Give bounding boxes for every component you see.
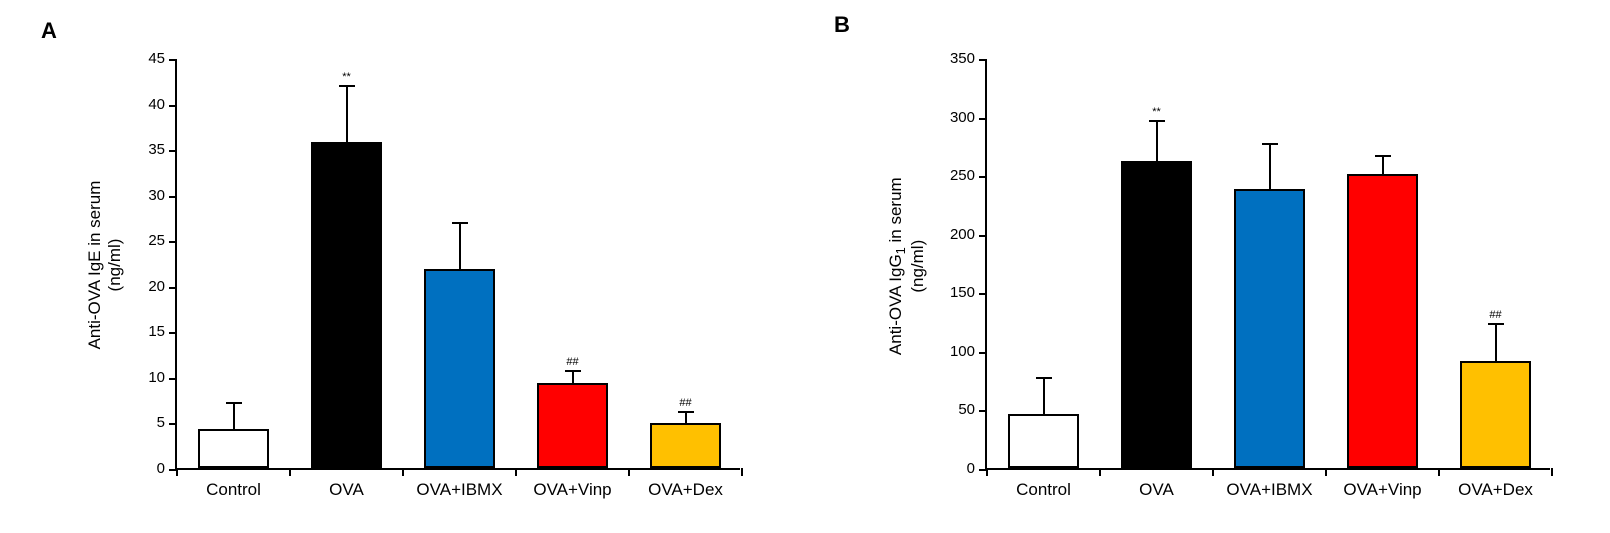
- figure: A 051015202530354045ControlOVAOVA+IBMXOV…: [0, 0, 1610, 533]
- error-bar: [1156, 121, 1158, 161]
- significance-annotation: ##: [1489, 309, 1501, 321]
- category-label: Control: [1016, 480, 1071, 500]
- error-bar: [1043, 378, 1045, 414]
- bar: [1347, 174, 1417, 468]
- panel-b-ylabel-line2: (ng/ml): [908, 116, 928, 416]
- bar: [1121, 161, 1191, 468]
- y-tick-label: 0: [967, 460, 975, 477]
- bar: [1460, 361, 1530, 468]
- category-label: OVA+Vinp: [1343, 480, 1421, 500]
- bar: [1008, 414, 1078, 468]
- error-bar: [1495, 324, 1497, 361]
- panel-b: 0 50 100 150 200 250 300 350 Control OVA OVA+IBMX O…: [0, 0, 1610, 533]
- y-tick-label: 250: [950, 167, 975, 184]
- y-tick-label: 300: [950, 109, 975, 126]
- category-label: OVA+IBMX: [1226, 480, 1312, 500]
- y-tick-label: 350: [950, 50, 975, 67]
- error-bar: [1269, 144, 1271, 190]
- y-tick-label: 150: [950, 284, 975, 301]
- panel-b-ylabel-line1: Anti-OVA IgG1 in serum: [886, 177, 905, 355]
- y-tick-label: 100: [950, 343, 975, 360]
- error-bar: [1382, 156, 1384, 174]
- category-label: OVA+Dex: [1458, 480, 1533, 500]
- category-label: OVA: [1139, 480, 1174, 500]
- y-tick-label: 50: [958, 401, 975, 418]
- panel-b-plot-area: 050100150200250300350ControlOVAOVA+IBMXO…: [985, 60, 1550, 470]
- bar: [1234, 189, 1304, 468]
- panel-b-ylabel: Anti-OVA IgG1 in serum (ng/ml): [886, 116, 928, 416]
- significance-annotation: **: [1152, 106, 1161, 118]
- y-tick-label: 200: [950, 226, 975, 243]
